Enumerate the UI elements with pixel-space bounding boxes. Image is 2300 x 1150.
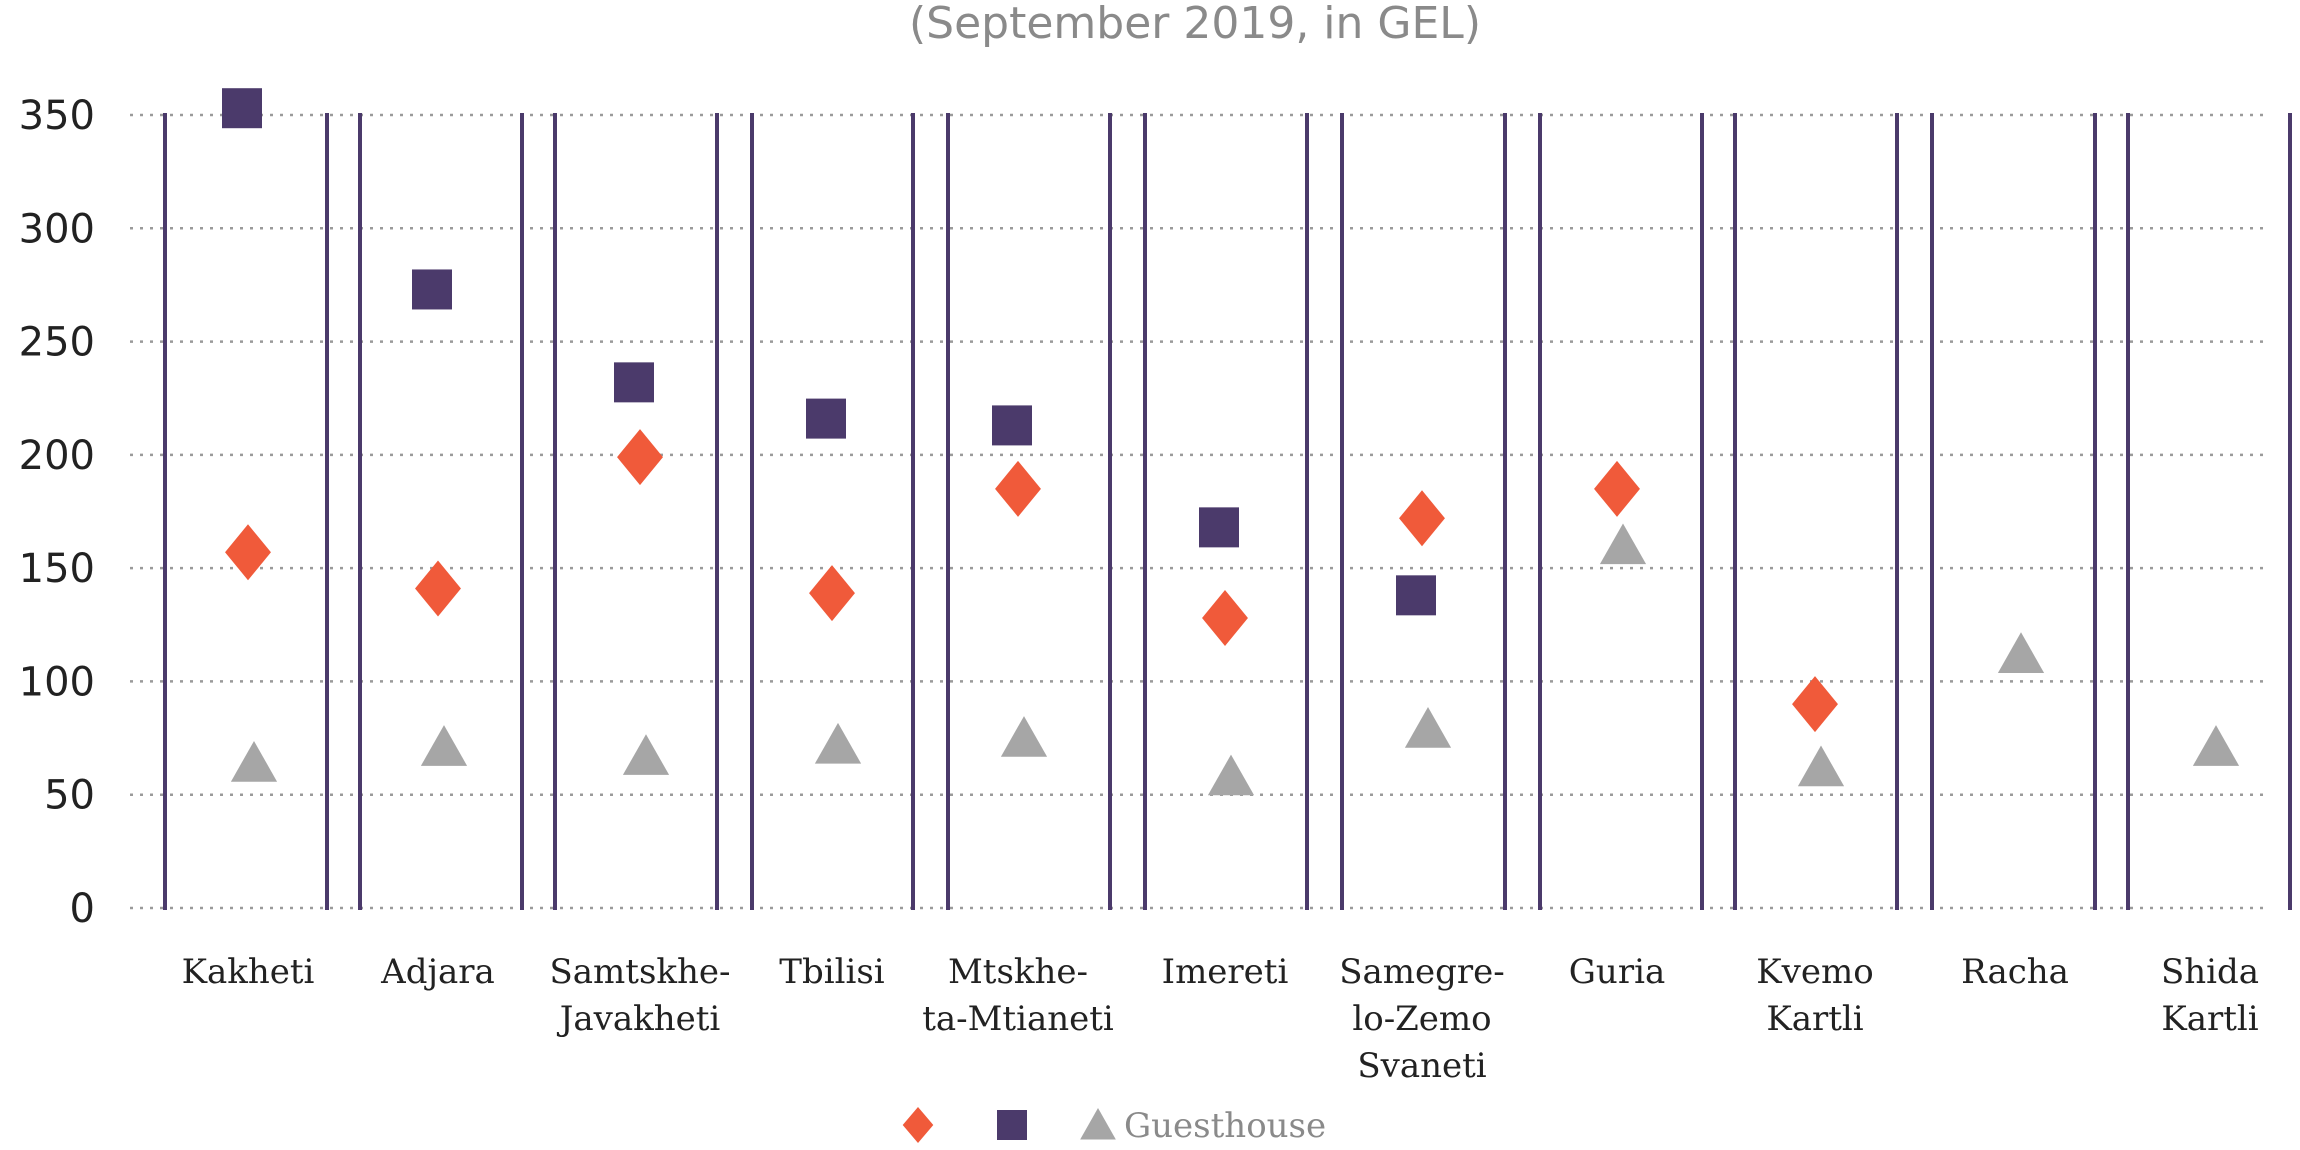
diamond-point (1792, 676, 1838, 733)
square-point (614, 362, 654, 403)
diamond-point (225, 524, 271, 581)
square-point (1396, 575, 1436, 616)
y-tick-label: 350 (19, 93, 95, 139)
triangle-point (1404, 707, 1452, 748)
triangle-point (230, 740, 278, 782)
data-marks (222, 88, 2240, 796)
triangle-point (1797, 745, 1845, 787)
chart-subtitle: (September 2019, in GEL) (909, 0, 1481, 49)
x-tick-label: Guria (1569, 952, 1665, 992)
triangle-point (1997, 632, 2045, 673)
legend-diamond-swatch (902, 1107, 934, 1143)
category-dividers (163, 113, 2292, 910)
triangle-point (1207, 754, 1255, 796)
triangle-point (420, 725, 468, 766)
y-tick-label: 100 (19, 659, 95, 705)
diamond-point (617, 429, 663, 486)
y-axis-ticks: 0 50 100 150 200 250 300 350 (19, 93, 95, 932)
grid-lines (130, 113, 2270, 910)
diamond-point (415, 560, 461, 617)
diamond-point (1594, 460, 1640, 517)
diamond-point (809, 565, 855, 622)
diamond-point (995, 460, 1041, 517)
legend-square-swatch (997, 1110, 1027, 1140)
y-tick-label: 50 (44, 773, 95, 819)
square-point (222, 88, 262, 129)
y-tick-label: 150 (19, 546, 95, 592)
x-tick-label: Samegre-lo-Zemo Svaneti (1339, 952, 1505, 1086)
triangle-point (1599, 523, 1647, 565)
triangle-point (1000, 716, 1048, 757)
square-point (1199, 507, 1239, 548)
triangle-point (2192, 725, 2240, 766)
x-axis-labels: Kakheti Adjara Samtskhe-Javakheti Tbilisi Mt… (182, 952, 2259, 1086)
legend: Guesthouse (902, 1106, 1326, 1146)
triangle-point (814, 722, 862, 764)
triangle-point (622, 734, 670, 775)
x-tick-label: Tbilisi (779, 952, 885, 992)
x-tick-label: Kakheti (182, 952, 315, 992)
x-tick-label: Racha (1961, 952, 2069, 992)
square-point (806, 398, 846, 439)
x-tick-label: Kvemo Kartli (1756, 952, 1873, 1039)
y-tick-label: 250 (19, 320, 95, 366)
square-point (412, 269, 452, 310)
x-tick-label: Samtskhe-Javakheti (549, 952, 730, 1039)
x-tick-label: Mtskhe-ta-Mtianeti (922, 952, 1114, 1039)
square-point (992, 405, 1032, 446)
legend-label: Guesthouse (1124, 1106, 1326, 1146)
x-tick-label: Shida Kartli (2161, 952, 2259, 1039)
x-tick-label: Imereti (1162, 952, 1289, 992)
legend-triangle-swatch (1080, 1108, 1116, 1140)
diamond-point (1399, 490, 1445, 547)
x-tick-label: Adjara (380, 952, 495, 992)
diamond-point (1202, 589, 1248, 646)
y-tick-label: 0 (70, 886, 95, 932)
y-tick-label: 200 (19, 433, 95, 479)
y-tick-label: 300 (19, 206, 95, 252)
